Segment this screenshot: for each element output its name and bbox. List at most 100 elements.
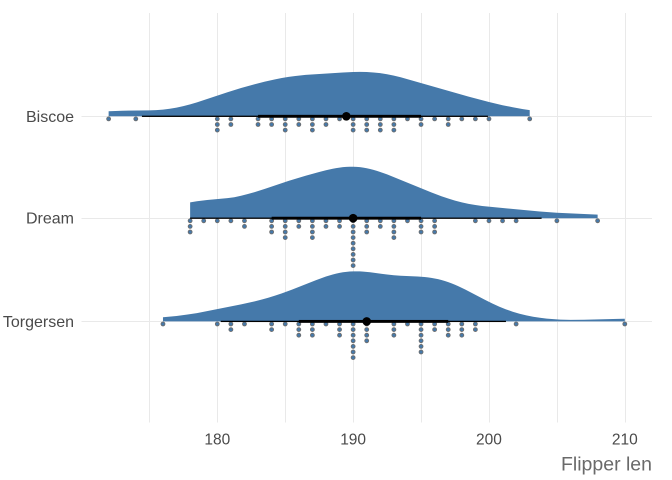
- median-point-biscoe: [342, 112, 351, 121]
- data-dot-biscoe: [364, 122, 370, 127]
- data-dot-torgersen: [309, 332, 315, 338]
- data-dot-torgersen: [364, 332, 370, 338]
- data-dot-dream: [486, 218, 492, 224]
- data-dot-dream: [214, 218, 220, 224]
- data-dot-torgersen: [350, 355, 356, 360]
- density-slab-torgersen: [162, 271, 625, 322]
- data-dot-dream: [377, 223, 383, 229]
- interval-66-dream: [271, 216, 422, 220]
- data-dot-dream: [242, 218, 247, 224]
- data-dot-dream: [391, 235, 397, 241]
- data-dot-biscoe: [377, 127, 383, 133]
- data-dot-dream: [282, 223, 288, 229]
- data-dot-torgersen: [391, 332, 397, 338]
- data-dot-dream: [432, 218, 438, 224]
- data-dot-dream: [282, 229, 288, 235]
- data-dot-dream: [350, 263, 356, 268]
- data-dot-dream: [309, 235, 315, 241]
- data-dot-dream: [595, 218, 601, 224]
- data-dot-dream: [364, 223, 370, 229]
- data-dot-torgersen: [418, 332, 424, 338]
- data-dot-dream: [350, 257, 356, 263]
- data-dot-biscoe: [391, 122, 397, 127]
- data-dot-dream: [337, 223, 342, 229]
- data-dot-dream: [309, 223, 315, 229]
- data-dot-dream: [187, 223, 193, 229]
- data-dot-torgersen: [282, 321, 288, 327]
- data-dot-dream: [432, 223, 438, 229]
- data-dot-biscoe: [255, 122, 261, 127]
- data-dot-dream: [364, 229, 370, 235]
- data-dot-dream: [187, 218, 193, 224]
- data-dot-torgersen: [269, 327, 275, 332]
- data-dot-biscoe: [527, 116, 533, 122]
- data-dot-dream: [187, 229, 193, 235]
- data-dot-dream: [500, 218, 505, 224]
- data-dot-dream: [350, 251, 356, 257]
- density-slab-biscoe: [108, 71, 530, 117]
- data-dot-biscoe: [486, 116, 492, 122]
- data-dot-dream: [513, 218, 519, 224]
- data-dot-dream: [323, 223, 329, 229]
- data-dot-biscoe: [364, 127, 370, 133]
- data-dot-biscoe: [228, 116, 234, 122]
- data-dot-biscoe: [377, 122, 383, 127]
- x-tick-label-200: 200: [476, 432, 502, 449]
- data-dot-dream: [201, 218, 207, 224]
- data-dot-biscoe: [350, 127, 356, 133]
- data-dot-dream: [418, 223, 424, 229]
- data-dot-biscoe: [309, 127, 315, 133]
- data-dot-biscoe: [214, 122, 220, 127]
- data-dot-biscoe: [432, 116, 438, 122]
- median-point-torgersen: [362, 317, 372, 326]
- data-dot-torgersen: [459, 332, 465, 338]
- data-dot-torgersen: [296, 332, 302, 338]
- data-dot-torgersen: [228, 321, 234, 327]
- data-dot-torgersen: [622, 321, 628, 327]
- data-dot-dream: [296, 223, 302, 229]
- data-dot-dream: [350, 240, 356, 246]
- data-dot-dream: [350, 223, 356, 229]
- data-dot-biscoe: [269, 122, 275, 127]
- data-dot-torgersen: [160, 321, 166, 327]
- data-dot-biscoe: [282, 127, 288, 133]
- data-dot-dream: [432, 229, 438, 235]
- data-dot-torgersen: [337, 327, 342, 332]
- data-dot-biscoe: [228, 122, 234, 127]
- data-dot-dream: [269, 223, 275, 229]
- data-dot-biscoe: [309, 122, 315, 127]
- x-tick-label-180: 180: [204, 432, 230, 449]
- data-dot-dream: [350, 229, 356, 235]
- data-dot-dream: [269, 229, 275, 235]
- data-dot-biscoe: [350, 122, 356, 127]
- data-dot-dream: [472, 218, 478, 224]
- data-dot-dream: [391, 229, 397, 235]
- data-dot-biscoe: [391, 127, 397, 133]
- data-dot-torgersen: [459, 321, 465, 327]
- data-dot-torgersen: [472, 321, 478, 327]
- data-dot-torgersen: [418, 338, 424, 344]
- x-axis-title: Flipper len: [561, 454, 652, 476]
- data-dot-dream: [242, 223, 247, 229]
- data-dot-dream: [391, 223, 397, 229]
- data-dot-biscoe: [445, 116, 451, 122]
- data-dot-torgersen: [350, 349, 356, 355]
- data-dot-biscoe: [282, 122, 288, 127]
- data-dot-torgersen: [269, 321, 275, 327]
- data-dot-dream: [282, 235, 288, 241]
- data-dot-torgersen: [364, 338, 370, 344]
- data-dot-biscoe: [133, 116, 139, 122]
- x-tick-label-190: 190: [340, 432, 366, 449]
- data-dot-torgersen: [228, 327, 234, 332]
- data-dot-biscoe: [445, 122, 451, 127]
- data-dot-biscoe: [106, 116, 112, 122]
- data-dot-dream: [309, 229, 315, 235]
- data-dot-dream: [350, 246, 356, 252]
- data-dot-torgersen: [418, 349, 424, 355]
- data-dot-torgersen: [309, 327, 315, 332]
- data-dot-torgersen: [432, 327, 438, 332]
- data-dot-torgersen: [350, 343, 356, 349]
- data-dot-torgersen: [337, 332, 342, 338]
